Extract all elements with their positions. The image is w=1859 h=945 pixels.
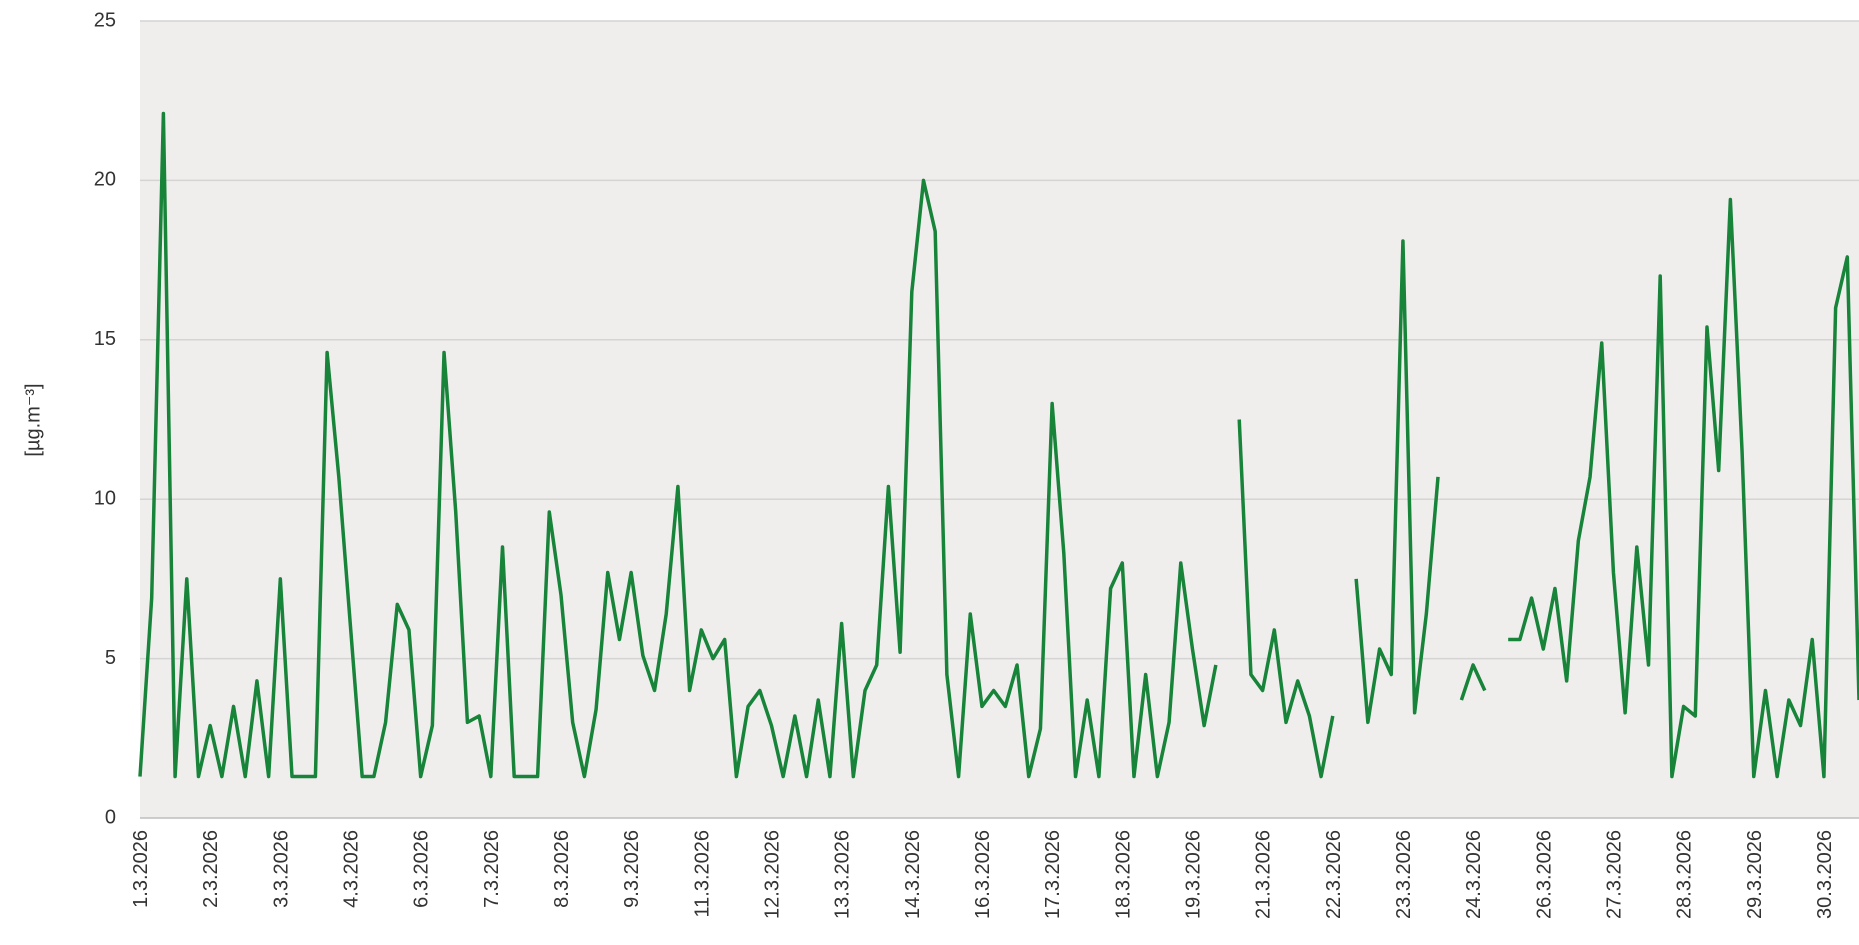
x-tick-label: 29.3.2026 [1744,830,1766,919]
x-tick-label: 1.3.2026 [130,830,152,908]
y-axis-title: [µg.m⁻³] [22,383,44,456]
x-tick-label: 16.3.2026 [972,830,994,919]
data-line [138,111,1859,779]
x-tick-label: 19.3.2026 [1182,830,1204,919]
x-tick-label: 18.3.2026 [1112,830,1134,919]
y-tick-label: 15 [94,328,116,350]
x-tick-label: 17.3.2026 [1042,830,1064,919]
x-tick-label: 4.3.2026 [340,830,362,908]
x-tick-label: 21.3.2026 [1253,830,1275,919]
x-tick-label: 27.3.2026 [1603,830,1625,919]
x-tick-label: 13.3.2026 [832,830,854,919]
x-tick-label: 22.3.2026 [1323,830,1345,919]
x-tick-label: 28.3.2026 [1674,830,1696,919]
x-tick-label: 7.3.2026 [481,830,503,908]
x-tick-label: 8.3.2026 [551,830,573,908]
x-tick-label: 24.3.2026 [1463,830,1485,919]
x-tick-label: 26.3.2026 [1533,830,1555,919]
x-tick-label: 3.3.2026 [270,830,292,908]
x-tick-label: 9.3.2026 [621,830,643,908]
x-tick-label: 30.3.2026 [1814,830,1836,919]
y-tick-label: 10 [94,487,116,509]
x-tick-label: 6.3.2026 [411,830,433,908]
y-tick-label: 20 [94,169,116,191]
x-tick-label: 14.3.2026 [902,830,924,919]
y-tick-label: 25 [94,9,116,31]
x-tick-label: 11.3.2026 [691,830,713,918]
x-tick-label: 2.3.2026 [200,830,222,908]
y-tick-label: 0 [105,806,116,828]
plot-area [140,21,1859,818]
x-tick-label: 23.3.2026 [1393,830,1415,919]
y-tick-label: 5 [105,647,116,669]
x-tick-label: 12.3.2026 [761,830,783,919]
